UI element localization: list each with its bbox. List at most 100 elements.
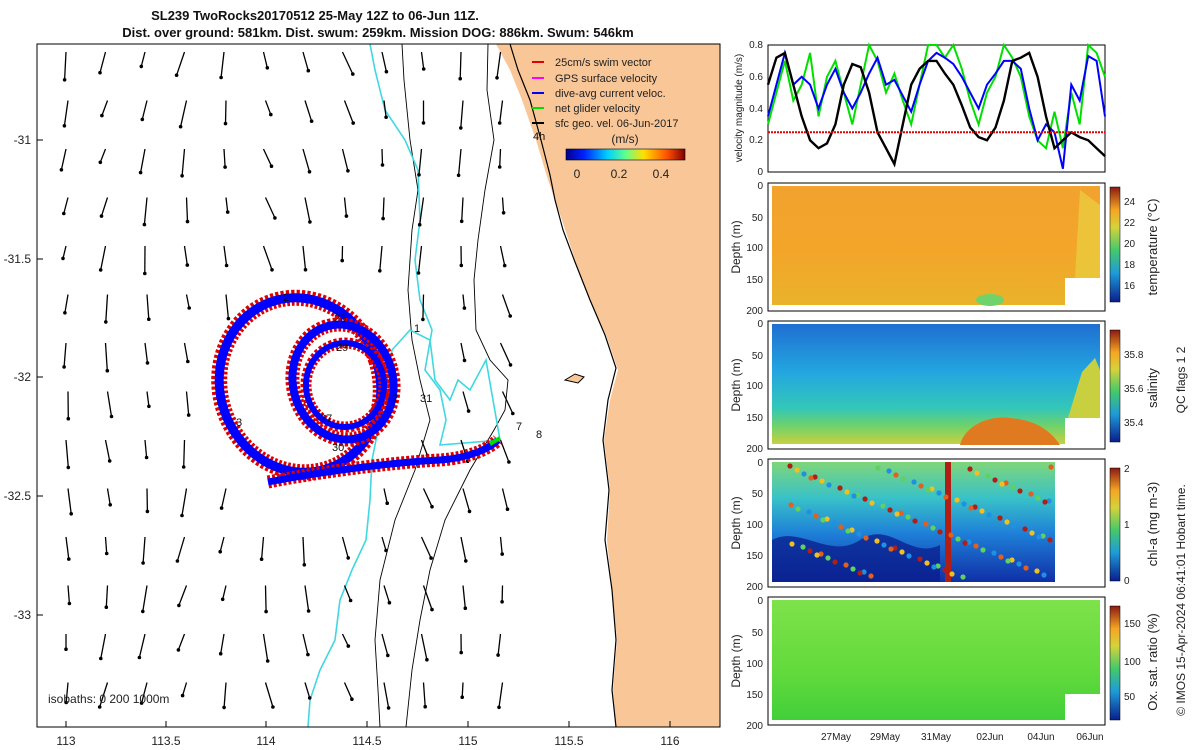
- chla-sample-dot: [931, 564, 937, 570]
- velocity-arrow: [223, 682, 227, 708]
- velocity-arrow-head: [497, 121, 502, 125]
- velocity-arrow-head: [425, 657, 429, 662]
- velocity-arrow: [302, 536, 305, 565]
- glider-track: [211, 289, 503, 489]
- temperature-cbar-label: temperature (°C): [1145, 199, 1160, 296]
- chla-sample-dot: [1029, 530, 1035, 536]
- time-x-tick: 29May: [870, 732, 900, 743]
- velocity-arrow-head: [430, 607, 434, 612]
- chla-sample-dot: [954, 497, 960, 503]
- salinity-y-label: Depth (m): [729, 358, 743, 411]
- velocity-arrow-head: [62, 211, 66, 216]
- salinity-panel: 35.4 35.6 35.8 salinity 0 50 100 150 200…: [729, 319, 1160, 455]
- chla-sample-dot: [997, 515, 1003, 521]
- salinity-colorbar: [1109, 329, 1121, 443]
- velocity-arrow-head: [178, 124, 183, 129]
- velocity-arrow: [343, 100, 354, 124]
- map-y-tick: -33: [14, 608, 32, 622]
- day-marker: 30: [332, 442, 344, 454]
- velocity-arrow-head: [59, 168, 64, 172]
- chla-sample-dot: [855, 492, 861, 498]
- chla-sample-dot: [1003, 480, 1009, 486]
- velocity-arrow-head: [62, 78, 67, 82]
- velocity-arrow-head: [64, 647, 68, 651]
- velocity-arrow: [260, 536, 265, 560]
- chla-sample-dot: [893, 472, 899, 478]
- velocity-arrow: [220, 488, 227, 509]
- velocity-arrow: [140, 51, 146, 67]
- chla-sample-dot: [820, 517, 826, 523]
- chla-sample-dot: [1041, 572, 1047, 578]
- oxygen-field: [772, 600, 1100, 720]
- velocity-arrow: [146, 294, 150, 320]
- velocity-arrow-head: [306, 652, 310, 657]
- salinity-cbar-label: salinity: [1145, 368, 1160, 408]
- chla-sample-dot: [826, 482, 832, 488]
- chla-sample-dot: [788, 502, 794, 508]
- isobaths-note: isobaths: 0 200 1000m: [48, 692, 169, 706]
- day-marker: 7: [516, 421, 522, 433]
- velocity-arrow: [181, 488, 188, 516]
- velocity-arrow-head: [505, 507, 510, 512]
- velocity-arrow: [304, 585, 310, 612]
- velocity-arrow: [219, 536, 225, 552]
- velocity-arrow: [262, 51, 268, 68]
- velocity-arrow-head: [502, 263, 507, 268]
- velocity-arrow-head: [387, 600, 392, 605]
- chla-sample-dot: [838, 524, 844, 530]
- velocity-arrow: [381, 633, 389, 656]
- day-marker: 29: [336, 342, 348, 354]
- time-x-tick: 06Jun: [1076, 732, 1103, 743]
- velocity-arrow-head: [421, 67, 426, 71]
- salinity-field: [772, 324, 1100, 444]
- chla-sample-dot: [1016, 561, 1022, 567]
- velocity-arrow-head: [496, 653, 500, 657]
- track-middle-loop: [288, 320, 398, 444]
- velocity-arrow: [223, 148, 226, 168]
- velocity-arrow-head: [344, 214, 349, 218]
- velocity-arrow-head: [98, 70, 102, 75]
- velocity-arrow: [183, 439, 186, 468]
- temperature-field: [772, 186, 1100, 305]
- velocity-arrow: [99, 51, 107, 73]
- chla-sample-dot: [923, 521, 929, 527]
- velocity-arrow-head: [307, 696, 312, 700]
- velocity-arrow-head: [271, 705, 275, 709]
- velocity-arrow-head: [175, 559, 180, 563]
- chla-sample-dot: [863, 535, 869, 541]
- chla-sample-dot: [832, 559, 838, 565]
- velocity-arrow: [141, 100, 148, 120]
- chla-scatter: [787, 463, 1054, 580]
- velocity-arrow: [499, 100, 504, 124]
- velocity-arrow-head: [62, 124, 67, 128]
- chla-high-band: [945, 462, 951, 582]
- velocity-arrow: [65, 536, 70, 560]
- velocity-arrow-head: [303, 267, 308, 272]
- map-y-tick: -31.5: [4, 252, 32, 266]
- salinity-y-tick: 50: [752, 351, 764, 362]
- salinity-surface-patch: [1068, 358, 1100, 418]
- map-x-tick: 113: [56, 734, 75, 748]
- velocity-arrow-head: [423, 704, 428, 709]
- velocity-arrow: [341, 536, 349, 559]
- velocity-arrow: [499, 245, 506, 266]
- velocity-arrow: [417, 245, 423, 274]
- velocity-arrow-head: [99, 214, 104, 218]
- chla-sample-dot: [861, 569, 867, 575]
- velocity-arrow: [62, 245, 67, 259]
- colorbar-tick: 0.2: [611, 167, 628, 181]
- oxygen-y-label: Depth (m): [729, 634, 743, 687]
- chla-sample-dot: [1036, 534, 1042, 540]
- temperature-y-tick: 100: [746, 243, 763, 254]
- time-x-tick: 27May: [821, 732, 851, 743]
- oxygen-y-tick: 200: [746, 721, 763, 732]
- velocity-arrow-head: [416, 271, 421, 275]
- velocity-arrow: [420, 51, 425, 70]
- velocity-arrow-head: [417, 222, 422, 227]
- velocity-arrow-head: [309, 119, 314, 123]
- chla-sample-dot: [935, 563, 941, 569]
- chla-sample-dot: [888, 546, 894, 552]
- velocity-y-tick: 0.4: [749, 104, 763, 115]
- velocity-arrow: [175, 51, 186, 76]
- velocity-arrow: [422, 682, 426, 707]
